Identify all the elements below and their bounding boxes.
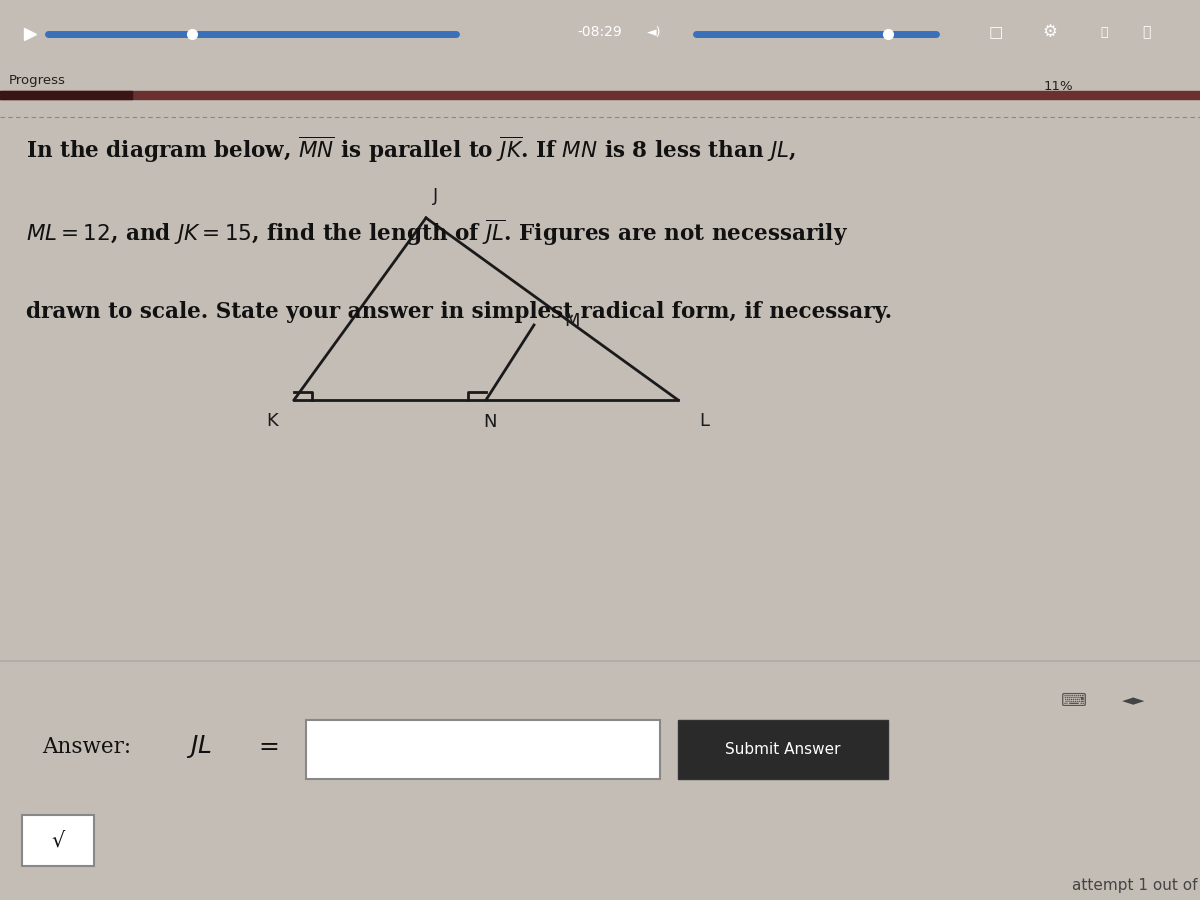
FancyBboxPatch shape (678, 720, 888, 778)
Text: -08:29: -08:29 (577, 25, 623, 40)
Text: ⤢: ⤢ (1142, 25, 1150, 40)
Text: $ML = 12$, and $JK = 15$, find the length of $\overline{JL}$. Figures are not ne: $ML = 12$, and $JK = 15$, find the lengt… (26, 218, 848, 248)
Text: ◄►: ◄► (1122, 693, 1146, 708)
Text: drawn to scale. State your answer in simplest radical form, if necessary.: drawn to scale. State your answer in sim… (26, 301, 893, 323)
Text: =: = (258, 735, 278, 759)
Bar (0, 91, 1200, 99)
Text: N: N (482, 413, 497, 431)
Text: J: J (433, 186, 438, 204)
Text: Progress: Progress (8, 74, 65, 87)
Text: ⌨: ⌨ (1061, 692, 1087, 710)
Text: L: L (700, 411, 709, 429)
FancyBboxPatch shape (22, 815, 94, 866)
Text: □: □ (989, 25, 1003, 40)
Text: Submit Answer: Submit Answer (725, 742, 840, 757)
FancyBboxPatch shape (306, 720, 660, 778)
Bar (0, 91, 132, 99)
Text: $JL$: $JL$ (186, 734, 212, 760)
Text: ⬜: ⬜ (1100, 26, 1108, 39)
Text: ◄): ◄) (647, 26, 661, 39)
Text: ⚙: ⚙ (1043, 23, 1057, 41)
Text: Answer:: Answer: (42, 736, 131, 758)
Text: 11%: 11% (1044, 80, 1074, 94)
Text: attempt 1 out of: attempt 1 out of (1072, 878, 1198, 893)
Text: K: K (266, 411, 278, 429)
Text: M: M (564, 311, 580, 329)
Text: In the diagram below, $\overline{MN}$ is parallel to $\overline{JK}$. If $MN$ is: In the diagram below, $\overline{MN}$ is… (26, 135, 797, 166)
Text: √: √ (50, 831, 65, 850)
